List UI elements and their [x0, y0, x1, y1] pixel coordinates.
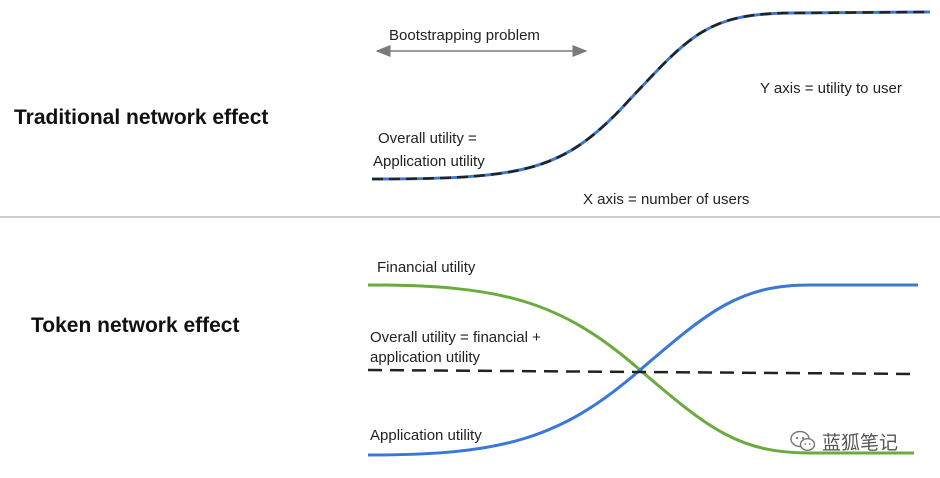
- y-axis-note: Y axis = utility to user: [760, 80, 902, 97]
- traditional-network-effect-heading: Traditional network effect: [14, 106, 269, 129]
- top-overall-utility-curve: [371, 10, 931, 181]
- x-axis-note: X axis = number of users: [583, 191, 750, 208]
- token-network-effect-heading: Token network effect: [31, 314, 240, 337]
- application-utility-curve: [367, 283, 918, 457]
- bottom-overall-utility-label-line2: application utility: [370, 349, 481, 366]
- application-utility-label: Application utility: [370, 427, 482, 444]
- overall-utility-dashed-line: [367, 368, 919, 376]
- top-overall-utility-label-line2: Application utility: [373, 153, 485, 170]
- watermark: 蓝狐笔记: [790, 426, 930, 456]
- top-overall-utility-label-line1: Overall utility =: [378, 130, 477, 147]
- bootstrapping-problem-label: Bootstrapping problem: [389, 27, 540, 44]
- watermark-text: 蓝狐笔记: [822, 431, 899, 454]
- bottom-overall-utility-label-line1: Overall utility = financial +: [370, 329, 541, 346]
- wechat-icon: [790, 430, 816, 452]
- financial-utility-label: Financial utility: [377, 259, 476, 276]
